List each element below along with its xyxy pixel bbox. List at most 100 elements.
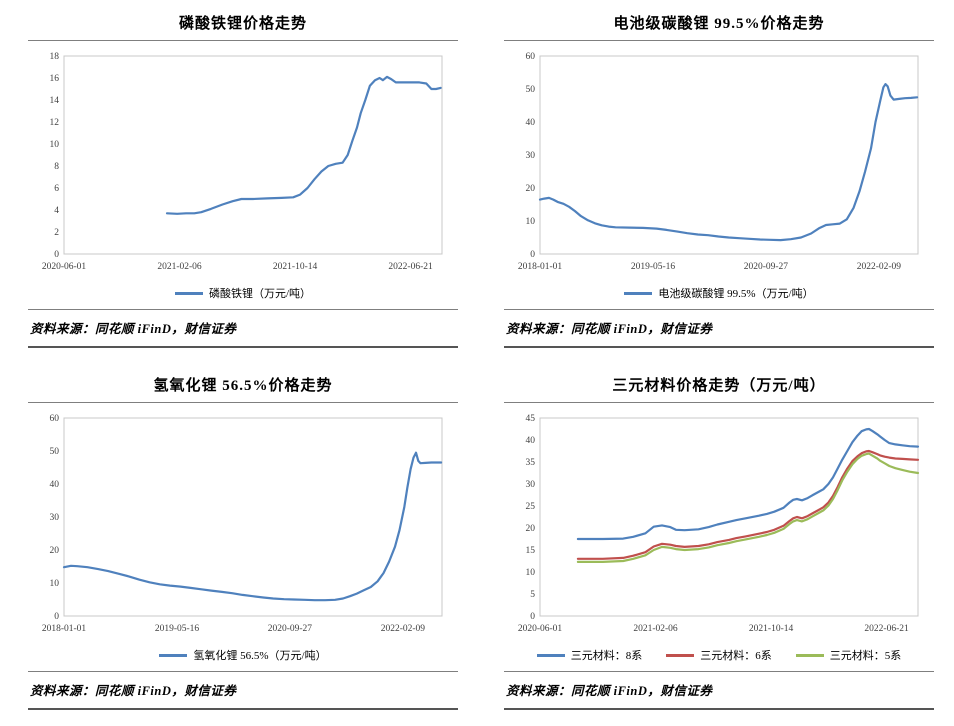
divider-bottom xyxy=(28,708,458,710)
svg-text:60: 60 xyxy=(50,414,60,424)
svg-text:4: 4 xyxy=(54,206,59,216)
chart-title-hydroxide: 氢氧化锂 56.5%价格走势 xyxy=(153,378,333,394)
source-note: 资料来源：同花顺 iFinD，财信证券 xyxy=(30,684,237,698)
svg-text:50: 50 xyxy=(50,447,60,457)
svg-text:18: 18 xyxy=(50,52,60,62)
svg-text:5: 5 xyxy=(530,590,535,600)
svg-text:2020-06-01: 2020-06-01 xyxy=(42,262,87,272)
legend-item: 三元材料：6系 xyxy=(666,647,772,663)
divider xyxy=(504,402,934,403)
source-note: 资料来源：同花顺 iFinD，财信证券 xyxy=(506,684,713,698)
legend-line-sample xyxy=(536,653,565,657)
svg-text:50: 50 xyxy=(526,85,536,95)
divider xyxy=(504,671,934,672)
chart-title-ternary: 三元材料价格走势（万元/吨） xyxy=(612,378,826,394)
legend-line-sample xyxy=(159,653,188,657)
svg-text:40: 40 xyxy=(526,118,536,128)
svg-text:2018-01-01: 2018-01-01 xyxy=(518,262,563,272)
svg-text:0: 0 xyxy=(530,612,535,622)
svg-text:30: 30 xyxy=(526,480,536,490)
divider-bottom xyxy=(504,708,934,710)
chart-title-lfp: 磷酸铁锂价格走势 xyxy=(178,16,307,32)
svg-text:40: 40 xyxy=(50,480,60,490)
svg-text:20: 20 xyxy=(526,184,536,194)
legend-carbonate: 电池级碳酸锂 99.5%（万元/吨） xyxy=(504,284,934,309)
legend-item: 磷酸铁锂（万元/吨） xyxy=(174,285,312,301)
legend-label: 磷酸铁锂（万元/吨） xyxy=(208,288,312,300)
divider xyxy=(504,309,934,310)
svg-text:12: 12 xyxy=(50,118,60,128)
legend-line-sample xyxy=(624,291,653,295)
svg-text:2021-02-06: 2021-02-06 xyxy=(157,262,202,272)
svg-text:2018-01-01: 2018-01-01 xyxy=(42,624,87,634)
panel-lfp-price: 磷酸铁锂价格走势 0 2 4 6 8 10 12 14 16 18 2020-06-01 2021-0… xyxy=(28,10,458,348)
divider xyxy=(28,309,458,310)
legend-item: 氢氧化锂 56.5%（万元/吨） xyxy=(159,647,327,663)
svg-text:20: 20 xyxy=(50,546,60,556)
svg-text:2019-05-16: 2019-05-16 xyxy=(631,262,676,272)
svg-text:60: 60 xyxy=(526,52,536,62)
legend-label: 三元材料：8系 xyxy=(570,650,643,662)
source-note: 资料来源：同花顺 iFinD，财信证券 xyxy=(506,322,713,336)
svg-text:2: 2 xyxy=(54,228,59,238)
divider xyxy=(28,402,458,403)
svg-text:2021-02-06: 2021-02-06 xyxy=(633,624,678,634)
svg-text:2022-02-09: 2022-02-09 xyxy=(381,624,426,634)
legend-line-sample xyxy=(795,653,824,657)
legend-item: 电池级碳酸锂 99.5%（万元/吨） xyxy=(624,285,814,301)
svg-text:2022-06-21: 2022-06-21 xyxy=(864,624,909,634)
svg-text:0: 0 xyxy=(54,612,59,622)
svg-text:45: 45 xyxy=(526,414,536,424)
svg-text:6: 6 xyxy=(54,184,59,194)
divider-bottom xyxy=(28,346,458,348)
legend-lfp: 磷酸铁锂（万元/吨） xyxy=(28,284,458,309)
svg-text:2020-09-27: 2020-09-27 xyxy=(268,624,313,634)
svg-text:30: 30 xyxy=(50,513,60,523)
lithium-carbonate-price-line-chart: 0 10 20 30 40 50 60 2018-01-01 2019-05-16 2020-09… xyxy=(518,52,919,272)
svg-text:14: 14 xyxy=(50,96,60,106)
legend-ternary: 三元材料：8系 三元材料：6系 三元材料：5系 xyxy=(504,646,934,671)
svg-text:2022-02-09: 2022-02-09 xyxy=(857,262,902,272)
svg-text:2022-06-21: 2022-06-21 xyxy=(388,262,433,272)
svg-text:8: 8 xyxy=(54,162,59,172)
svg-text:0: 0 xyxy=(530,250,535,260)
legend-item: 三元材料：8系 xyxy=(536,647,643,663)
divider xyxy=(28,40,458,41)
svg-text:40: 40 xyxy=(526,436,536,446)
legend-hydroxide: 氢氧化锂 56.5%（万元/吨） xyxy=(28,646,458,671)
svg-text:20: 20 xyxy=(526,524,536,534)
svg-text:2021-10-14: 2021-10-14 xyxy=(749,624,794,634)
legend-label: 氢氧化锂 56.5%（万元/吨） xyxy=(193,650,327,662)
source-note: 资料来源：同花顺 iFinD，财信证券 xyxy=(30,322,237,336)
svg-text:25: 25 xyxy=(526,502,536,512)
svg-text:0: 0 xyxy=(54,250,59,260)
svg-text:16: 16 xyxy=(50,74,60,84)
legend-line-sample xyxy=(666,653,695,657)
svg-text:10: 10 xyxy=(50,140,60,150)
svg-text:2019-05-16: 2019-05-16 xyxy=(155,624,200,634)
legend-label: 三元材料：6系 xyxy=(700,650,772,662)
divider xyxy=(504,40,934,41)
lfp-price-line-chart: 0 2 4 6 8 10 12 14 16 18 2020-06-01 2021-02-06 2021-… xyxy=(42,52,443,272)
legend-label: 三元材料：5系 xyxy=(829,650,902,662)
panel-ternary-material-price: 三元材料价格走势（万元/吨） 0 5 10 15 20 25 30 35 40 45 2020-06… xyxy=(504,372,934,710)
legend-line-sample xyxy=(174,291,203,295)
svg-text:10: 10 xyxy=(50,579,60,589)
legend-item: 三元材料：5系 xyxy=(795,647,902,663)
svg-text:10: 10 xyxy=(526,217,536,227)
svg-text:10: 10 xyxy=(526,568,536,578)
divider-bottom xyxy=(504,346,934,348)
ternary-material-price-line-chart: 0 5 10 15 20 25 30 35 40 45 2020-06-01 2021-02-06 20… xyxy=(518,414,920,634)
svg-text:35: 35 xyxy=(526,458,536,468)
panel-lithium-hydroxide-price: 氢氧化锂 56.5%价格走势 0 10 20 30 40 50 60 2018-01-01 20… xyxy=(28,372,458,710)
lithium-hydroxide-price-line-chart: 0 10 20 30 40 50 60 2018-01-01 2019-05-16 2020-09… xyxy=(42,414,443,634)
legend-label: 电池级碳酸锂 99.5%（万元/吨） xyxy=(658,288,814,300)
svg-text:30: 30 xyxy=(526,151,536,161)
divider xyxy=(28,671,458,672)
svg-text:2021-10-14: 2021-10-14 xyxy=(273,262,318,272)
panel-lithium-carbonate-price: 电池级碳酸锂 99.5%价格走势 0 10 20 30 40 50 60 2018-01-01… xyxy=(504,10,934,348)
chart-title-carbonate: 电池级碳酸锂 99.5%价格走势 xyxy=(613,16,825,32)
svg-text:15: 15 xyxy=(526,546,536,556)
svg-text:2020-09-27: 2020-09-27 xyxy=(744,262,789,272)
